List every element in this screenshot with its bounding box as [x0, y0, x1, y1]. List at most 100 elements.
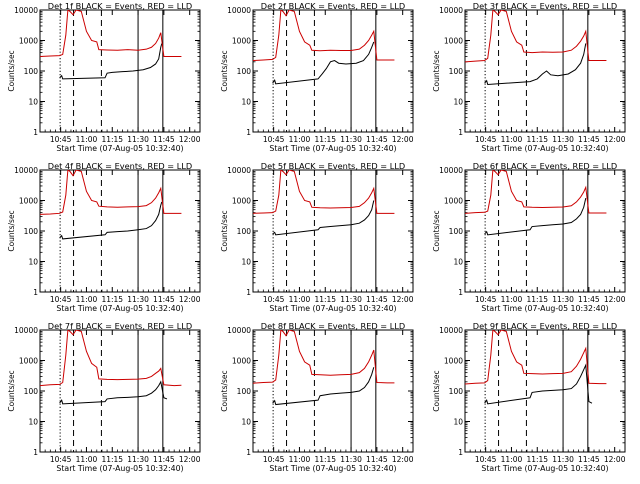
x-axis-label: Start Time (07-Aug-05 10:32:40): [269, 464, 396, 473]
y-tick-label: 1000: [19, 37, 38, 46]
x-tick-label: 10:45: [263, 455, 285, 464]
y-tick-label: 1000: [444, 357, 463, 366]
y-axis-label: Counts/sec: [220, 370, 229, 411]
x-tick-label: 12:00: [604, 295, 626, 304]
y-tick-label: 1: [246, 288, 251, 297]
axes-frame: [39, 329, 201, 453]
series-events-line: [484, 197, 587, 236]
y-axis-label: Counts/sec: [432, 210, 441, 251]
y-tick-label: 100: [237, 67, 252, 76]
panel-title: Det 8f BLACK = Events, RED = LLD: [261, 321, 405, 331]
x-axis-label: Start Time (07-Aug-05 10:32:40): [56, 464, 183, 473]
x-tick-label: 10:45: [50, 455, 72, 464]
x-tick-label: 10:45: [475, 295, 497, 304]
y-tick-label: 100: [24, 67, 39, 76]
series-lld-line: [253, 10, 395, 62]
x-tick-label: 12:00: [392, 135, 414, 144]
x-tick-label: 11:30: [127, 295, 149, 304]
panel-det-5: Det 5f BLACK = Events, RED = LLD 1 10 100 10…: [220, 161, 414, 313]
y-tick-label: 100: [237, 227, 252, 236]
x-tick-label: 11:15: [314, 455, 336, 464]
y-axis-label: Counts/sec: [220, 210, 229, 251]
x-tick-label: 12:00: [179, 455, 201, 464]
x-tick-label: 11:30: [340, 455, 362, 464]
x-tick-label: 11:45: [153, 295, 175, 304]
y-tick-label: 10000: [227, 326, 251, 335]
y-tick-label: 10: [453, 98, 463, 107]
y-tick-label: 10: [28, 258, 38, 267]
x-tick-label: 11:30: [340, 295, 362, 304]
y-tick-label: 1: [33, 128, 38, 137]
series-events-line: [484, 43, 587, 86]
x-tick-label: 11:45: [366, 455, 388, 464]
panel-det-1: Det 1f BLACK = Events, RED = LLD 1 10 100 10…: [7, 1, 201, 153]
x-tick-label: 11:15: [101, 455, 123, 464]
y-tick-label: 1000: [232, 357, 251, 366]
x-tick-label: 11:00: [501, 295, 523, 304]
y-tick-label: 1: [33, 288, 38, 297]
panel-title: Det 9f BLACK = Events, RED = LLD: [473, 321, 617, 331]
series-lld-line: [253, 330, 395, 384]
series-lld-line: [465, 170, 607, 214]
y-tick-label: 100: [237, 387, 252, 396]
series-events-line: [272, 41, 375, 85]
y-tick-label: 10000: [439, 166, 463, 175]
y-tick-label: 1: [33, 448, 38, 457]
x-tick-label: 11:00: [289, 295, 311, 304]
x-tick-label: 11:00: [289, 135, 311, 144]
x-tick-label: 11:00: [501, 135, 523, 144]
y-tick-label: 10: [241, 98, 251, 107]
y-tick-label: 100: [24, 227, 39, 236]
series-lld-line: [465, 330, 607, 385]
x-tick-label: 11:15: [101, 295, 123, 304]
series-lld-line: [40, 330, 182, 387]
panel-title: Det 3f BLACK = Events, RED = LLD: [473, 1, 617, 11]
x-tick-label: 11:30: [127, 135, 149, 144]
x-axis-label: Start Time (07-Aug-05 10:32:40): [56, 304, 183, 313]
y-tick-label: 1000: [444, 37, 463, 46]
panel-det-4: Det 4f BLACK = Events, RED = LLD 1 10 100 10…: [7, 161, 201, 313]
y-axis-label: Counts/sec: [7, 50, 16, 91]
x-tick-label: 11:15: [526, 295, 548, 304]
x-tick-label: 11:45: [578, 135, 600, 144]
y-tick-label: 100: [449, 387, 464, 396]
y-tick-label: 10: [453, 258, 463, 267]
axes-frame: [464, 9, 626, 133]
series-lld-line: [40, 170, 182, 215]
series-events-line: [59, 201, 163, 240]
x-tick-label: 11:15: [101, 135, 123, 144]
x-tick-label: 12:00: [179, 295, 201, 304]
x-tick-label: 11:30: [127, 455, 149, 464]
axes-frame: [39, 169, 201, 293]
y-tick-label: 10000: [14, 326, 38, 335]
y-tick-label: 10000: [439, 6, 463, 15]
x-tick-label: 11:15: [526, 455, 548, 464]
series-lld-line: [253, 170, 395, 214]
x-tick-label: 11:15: [526, 135, 548, 144]
panel-det-3: Det 3f BLACK = Events, RED = LLD 1 10 100 10…: [432, 1, 626, 153]
panel-title: Det 2f BLACK = Events, RED = LLD: [261, 1, 405, 11]
x-axis-label: Start Time (07-Aug-05 10:32:40): [481, 144, 608, 153]
y-tick-label: 1: [246, 128, 251, 137]
x-tick-label: 11:45: [153, 135, 175, 144]
y-tick-label: 10: [453, 418, 463, 427]
panel-title: Det 7f BLACK = Events, RED = LLD: [48, 321, 192, 331]
x-tick-label: 11:30: [340, 135, 362, 144]
axes-frame: [252, 9, 414, 133]
y-tick-label: 1000: [232, 37, 251, 46]
x-tick-label: 11:00: [289, 455, 311, 464]
x-tick-label: 12:00: [604, 135, 626, 144]
y-axis-label: Counts/sec: [432, 370, 441, 411]
x-tick-label: 11:00: [76, 295, 98, 304]
x-tick-label: 12:00: [604, 455, 626, 464]
y-tick-label: 1000: [232, 197, 251, 206]
x-tick-label: 11:30: [552, 135, 574, 144]
series-events-line: [59, 43, 163, 80]
y-axis-label: Counts/sec: [7, 370, 16, 411]
x-tick-label: 12:00: [392, 295, 414, 304]
x-axis-label: Start Time (07-Aug-05 10:32:40): [481, 304, 608, 313]
axes-frame: [252, 329, 414, 453]
y-tick-label: 10000: [227, 166, 251, 175]
y-tick-label: 100: [449, 67, 464, 76]
